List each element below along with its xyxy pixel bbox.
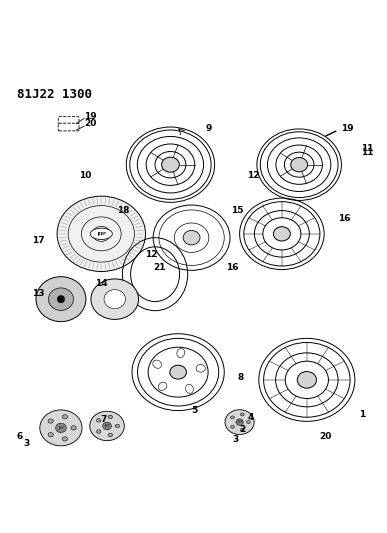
Ellipse shape [91, 279, 139, 319]
Ellipse shape [71, 426, 76, 430]
Ellipse shape [240, 413, 244, 416]
Text: 19: 19 [84, 112, 97, 121]
Ellipse shape [196, 365, 205, 372]
Ellipse shape [108, 433, 112, 437]
Ellipse shape [236, 419, 243, 425]
Text: 2: 2 [239, 425, 245, 434]
Text: 12: 12 [247, 171, 260, 180]
Ellipse shape [162, 157, 179, 172]
Text: 18: 18 [116, 206, 129, 215]
FancyBboxPatch shape [58, 117, 79, 124]
Text: 20: 20 [319, 432, 331, 441]
Text: 21: 21 [153, 263, 166, 272]
Ellipse shape [170, 365, 187, 379]
Ellipse shape [297, 372, 317, 388]
FancyBboxPatch shape [58, 123, 79, 131]
Ellipse shape [115, 424, 120, 427]
Ellipse shape [96, 430, 101, 433]
Text: 10: 10 [79, 171, 92, 180]
Text: 6: 6 [17, 432, 23, 441]
Text: 7: 7 [101, 415, 107, 424]
Ellipse shape [103, 422, 111, 430]
Ellipse shape [48, 288, 74, 310]
Ellipse shape [247, 421, 250, 424]
Text: 5: 5 [191, 406, 197, 415]
Text: 15: 15 [231, 206, 244, 215]
Text: 11: 11 [361, 148, 373, 157]
Text: JEEP: JEEP [97, 232, 106, 236]
Ellipse shape [90, 411, 124, 441]
Text: 16: 16 [337, 214, 350, 223]
Ellipse shape [62, 415, 67, 419]
Ellipse shape [158, 382, 167, 391]
Ellipse shape [57, 196, 146, 271]
Ellipse shape [90, 228, 112, 239]
Ellipse shape [48, 433, 53, 437]
Text: 1: 1 [359, 409, 365, 418]
Ellipse shape [56, 423, 66, 432]
Ellipse shape [40, 410, 82, 446]
Text: 8: 8 [238, 374, 244, 382]
Text: 19: 19 [341, 124, 354, 133]
Ellipse shape [231, 425, 235, 429]
Text: 4: 4 [247, 413, 253, 422]
Ellipse shape [57, 295, 65, 303]
Text: 13: 13 [32, 289, 44, 298]
Text: 9: 9 [205, 124, 211, 133]
Text: JEEP: JEEP [58, 426, 64, 430]
Ellipse shape [96, 418, 101, 422]
Text: 12: 12 [146, 251, 158, 260]
Ellipse shape [153, 360, 161, 368]
Ellipse shape [291, 158, 308, 172]
Text: 3: 3 [232, 435, 238, 444]
Ellipse shape [177, 349, 185, 358]
Ellipse shape [36, 277, 86, 321]
Ellipse shape [240, 429, 244, 431]
Text: 20: 20 [84, 119, 96, 128]
Ellipse shape [104, 289, 125, 309]
Ellipse shape [62, 437, 67, 441]
Text: JEEP: JEEP [237, 420, 242, 424]
Ellipse shape [185, 384, 194, 393]
Ellipse shape [231, 416, 235, 419]
Ellipse shape [274, 227, 290, 241]
Text: 3: 3 [23, 439, 29, 448]
Text: 81J22 1300: 81J22 1300 [17, 88, 92, 101]
Text: 11: 11 [361, 144, 373, 154]
Ellipse shape [183, 230, 200, 245]
Ellipse shape [48, 419, 53, 423]
Ellipse shape [225, 410, 254, 434]
Text: 14: 14 [95, 279, 108, 288]
Ellipse shape [108, 415, 112, 418]
Text: 17: 17 [32, 236, 45, 245]
Text: 16: 16 [226, 263, 239, 272]
Text: JEEP: JEEP [104, 424, 110, 428]
